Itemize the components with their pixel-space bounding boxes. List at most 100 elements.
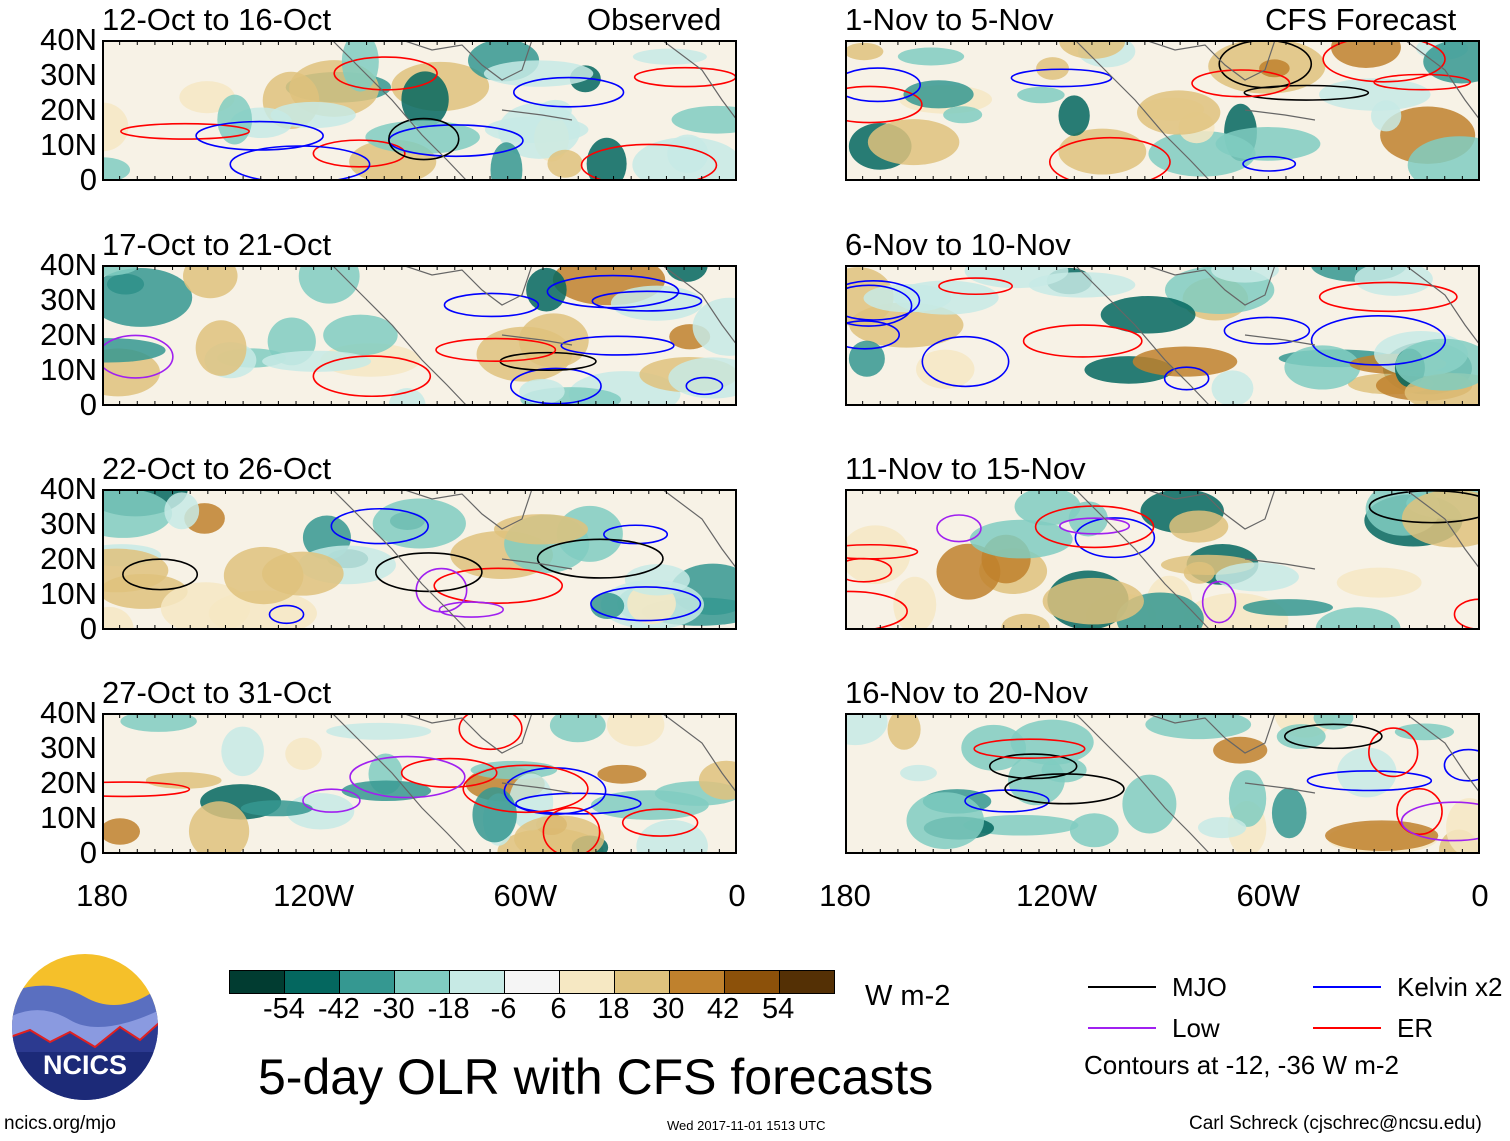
wave-contour	[458, 713, 523, 751]
wave-contour	[536, 538, 664, 579]
lat-label: 0	[79, 162, 97, 197]
lat-label: 10N	[40, 352, 97, 387]
olr-anomaly-shading	[1148, 131, 1256, 177]
wave-contour	[580, 143, 718, 181]
wave-contour	[1034, 505, 1155, 549]
olr-anomaly-shading	[1336, 567, 1422, 598]
wave-contour	[1242, 155, 1297, 172]
colorbar-swatch	[505, 971, 560, 993]
olr-anomaly-shading	[1401, 489, 1480, 548]
legend-line-er	[1313, 1027, 1381, 1029]
olr-anomaly-shading	[102, 265, 139, 276]
wave-contour	[102, 334, 174, 379]
colorbar-swatch	[395, 971, 450, 993]
olr-map-panel	[102, 265, 737, 406]
lat-label: 20N	[40, 92, 97, 127]
lat-label: 40N	[40, 22, 97, 57]
olr-anomaly-shading	[519, 378, 565, 405]
olr-anomaly-shading	[549, 713, 606, 743]
olr-anomaly-shading	[1145, 713, 1252, 740]
olr-anomaly-shading	[1395, 338, 1480, 391]
wave-contour	[120, 122, 250, 140]
wave-contour	[509, 367, 602, 405]
lon-label: 0	[1471, 878, 1489, 913]
wave-contour	[964, 789, 1050, 813]
header-observed: Observed	[587, 2, 722, 37]
olr-anomaly-shading	[1354, 265, 1433, 296]
olr-anomaly-shading	[1213, 736, 1268, 764]
header-forecast: CFS Forecast	[1265, 2, 1457, 37]
panel-title: 16-Nov to 20-Nov	[845, 675, 1088, 710]
olr-anomaly-shading	[1042, 577, 1144, 625]
olr-anomaly-shading	[636, 819, 708, 854]
olr-anomaly-shading	[1228, 770, 1267, 827]
wave-contour	[1318, 281, 1458, 313]
olr-anomaly-shading	[493, 514, 589, 545]
wave-contour	[845, 67, 922, 103]
olr-anomaly-shading	[1242, 599, 1333, 616]
wave-contour	[921, 335, 1010, 388]
wave-contour	[546, 274, 680, 309]
wave-contour	[1223, 316, 1311, 345]
olr-anomaly-shading	[916, 349, 975, 389]
olr-anomaly-shading	[102, 606, 134, 630]
olr-anomaly-shading	[1331, 40, 1401, 68]
olr-anomaly-shading	[1036, 57, 1070, 80]
wave-contour	[1074, 517, 1156, 559]
olr-anomaly-shading	[900, 764, 937, 782]
colorbar-swatch	[450, 971, 505, 993]
wave-contour	[388, 117, 460, 161]
lon-label: 180	[76, 878, 128, 913]
legend-line-low	[1088, 1027, 1156, 1029]
wave-contour	[1022, 324, 1143, 358]
legend-label: Kelvin x2	[1397, 972, 1503, 1002]
wave-contour	[122, 558, 199, 591]
olr-anomaly-shading	[102, 489, 173, 538]
legend-line-mjo	[1088, 986, 1156, 988]
olr-anomaly-shading	[1169, 510, 1229, 543]
coastline	[331, 265, 737, 406]
wave-contour	[1163, 366, 1210, 391]
wave-contour	[1373, 73, 1472, 91]
olr-anomaly-shading	[845, 525, 911, 585]
olr-anomaly-shading	[285, 737, 322, 771]
colorbar-swatch	[340, 971, 395, 993]
lat-label: 20N	[40, 317, 97, 352]
wave-contour	[1368, 727, 1419, 778]
olr-anomaly-shading	[897, 47, 965, 66]
lat-label: 40N	[40, 471, 97, 506]
colorbar-swatch	[615, 971, 670, 993]
lat-label: 30N	[40, 282, 97, 317]
wave-contour	[302, 788, 361, 813]
wave-contour	[936, 514, 982, 543]
olr-anomaly-shading	[164, 492, 200, 530]
olr-anomaly-shading	[1319, 78, 1431, 111]
olr-anomaly-shading	[964, 265, 1069, 289]
colorbar-label: 6	[550, 993, 567, 1025]
olr-anomaly-shading	[472, 787, 517, 843]
olr-anomaly-shading	[893, 280, 999, 315]
wave-contour	[1243, 84, 1370, 101]
olr-anomaly-shading	[1423, 40, 1480, 84]
wave-contour	[512, 76, 625, 108]
wave-contour	[938, 277, 1013, 296]
logo-text: NCICS	[43, 1050, 127, 1080]
lat-label: 10N	[40, 127, 97, 162]
wave-contour	[845, 590, 908, 630]
wave-contour	[229, 145, 371, 181]
wave-contour	[400, 757, 498, 788]
olr-anomaly-shading	[606, 713, 665, 747]
coastline	[331, 713, 737, 854]
colorbar-swatch	[560, 971, 615, 993]
olr-anomaly-shading	[845, 713, 888, 746]
coastline	[331, 489, 737, 630]
olr-anomaly-shading	[961, 724, 1027, 771]
footer-timestamp: Wed 2017-11-01 1513 UTC	[667, 1118, 826, 1133]
coastline	[331, 40, 737, 181]
lon-label: 60W	[493, 878, 558, 913]
olr-anomaly-shading	[1017, 86, 1065, 104]
olr-anomaly-shading	[845, 42, 884, 61]
olr-map-panel	[845, 40, 1480, 181]
olr-anomaly-shading	[326, 722, 432, 740]
